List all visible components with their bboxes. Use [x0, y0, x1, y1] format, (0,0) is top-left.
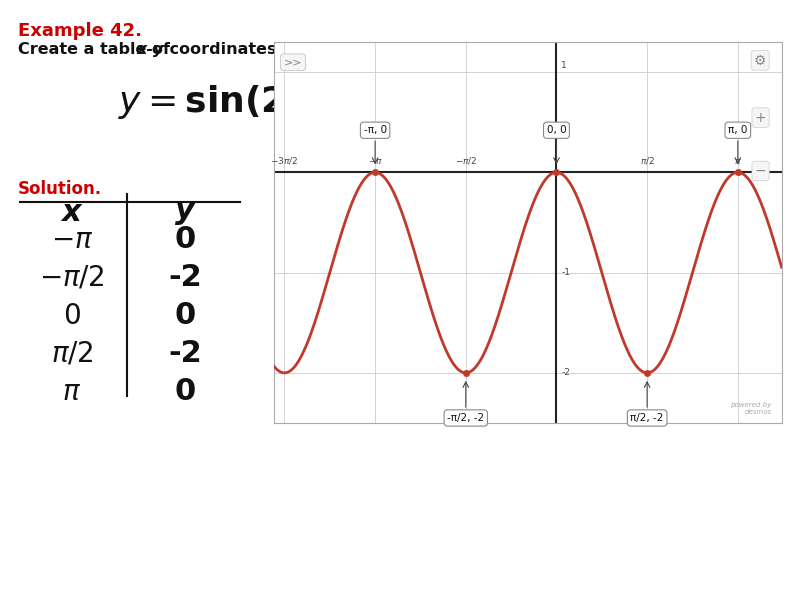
Text: ⚙: ⚙ — [754, 53, 766, 67]
Text: -π, 0: -π, 0 — [363, 125, 386, 135]
Text: 1: 1 — [561, 61, 567, 70]
Text: $0$: $0$ — [63, 302, 81, 330]
Text: -1: -1 — [561, 268, 570, 277]
Text: $\pi$: $\pi$ — [62, 378, 82, 406]
Text: 0: 0 — [174, 226, 196, 254]
Text: 0, 0: 0, 0 — [546, 125, 566, 135]
Text: $\pi/2$: $\pi/2$ — [51, 340, 93, 368]
Text: Create a table of: Create a table of — [18, 42, 176, 57]
Text: $-\pi/2$: $-\pi/2$ — [454, 155, 477, 166]
Text: $-3\pi/2$: $-3\pi/2$ — [270, 155, 298, 166]
Text: 0: 0 — [174, 377, 196, 407]
Text: -π/2, -2: -π/2, -2 — [447, 413, 484, 423]
Text: $\pi$: $\pi$ — [734, 157, 742, 166]
Text: -2: -2 — [168, 263, 202, 292]
Text: $\bfit{y}$: $\bfit{y}$ — [174, 198, 197, 227]
Text: coordinates and graph the function.: coordinates and graph the function. — [164, 42, 498, 57]
Text: $-\pi$: $-\pi$ — [367, 157, 382, 166]
Text: 0: 0 — [174, 301, 196, 331]
Text: $\mathit{y}=\mathbf{sin(2}\mathit{x}\mathbf{+}\dfrac{\pi}{\mathbf{2}}\mathbf{)-1: $\mathit{y}=\mathbf{sin(2}\mathit{x}\mat… — [118, 75, 452, 137]
Text: −: − — [754, 164, 766, 178]
Text: Example 42.: Example 42. — [18, 22, 142, 40]
Text: +: + — [754, 110, 766, 125]
Text: $\pi/2$: $\pi/2$ — [640, 155, 654, 166]
Text: -2: -2 — [561, 368, 570, 377]
Text: π, 0: π, 0 — [728, 125, 747, 135]
Text: -2: -2 — [168, 340, 202, 368]
Text: Solution.: Solution. — [18, 180, 102, 198]
Text: $-\pi$: $-\pi$ — [51, 226, 93, 254]
Text: $-\pi/2$: $-\pi/2$ — [39, 264, 105, 292]
Text: x-y: x-y — [137, 42, 164, 57]
Text: $\bfit{x}$: $\bfit{x}$ — [60, 198, 84, 227]
Text: >>: >> — [284, 57, 302, 67]
Text: π/2, -2: π/2, -2 — [630, 413, 664, 423]
Text: powered by
desmos: powered by desmos — [730, 403, 771, 415]
